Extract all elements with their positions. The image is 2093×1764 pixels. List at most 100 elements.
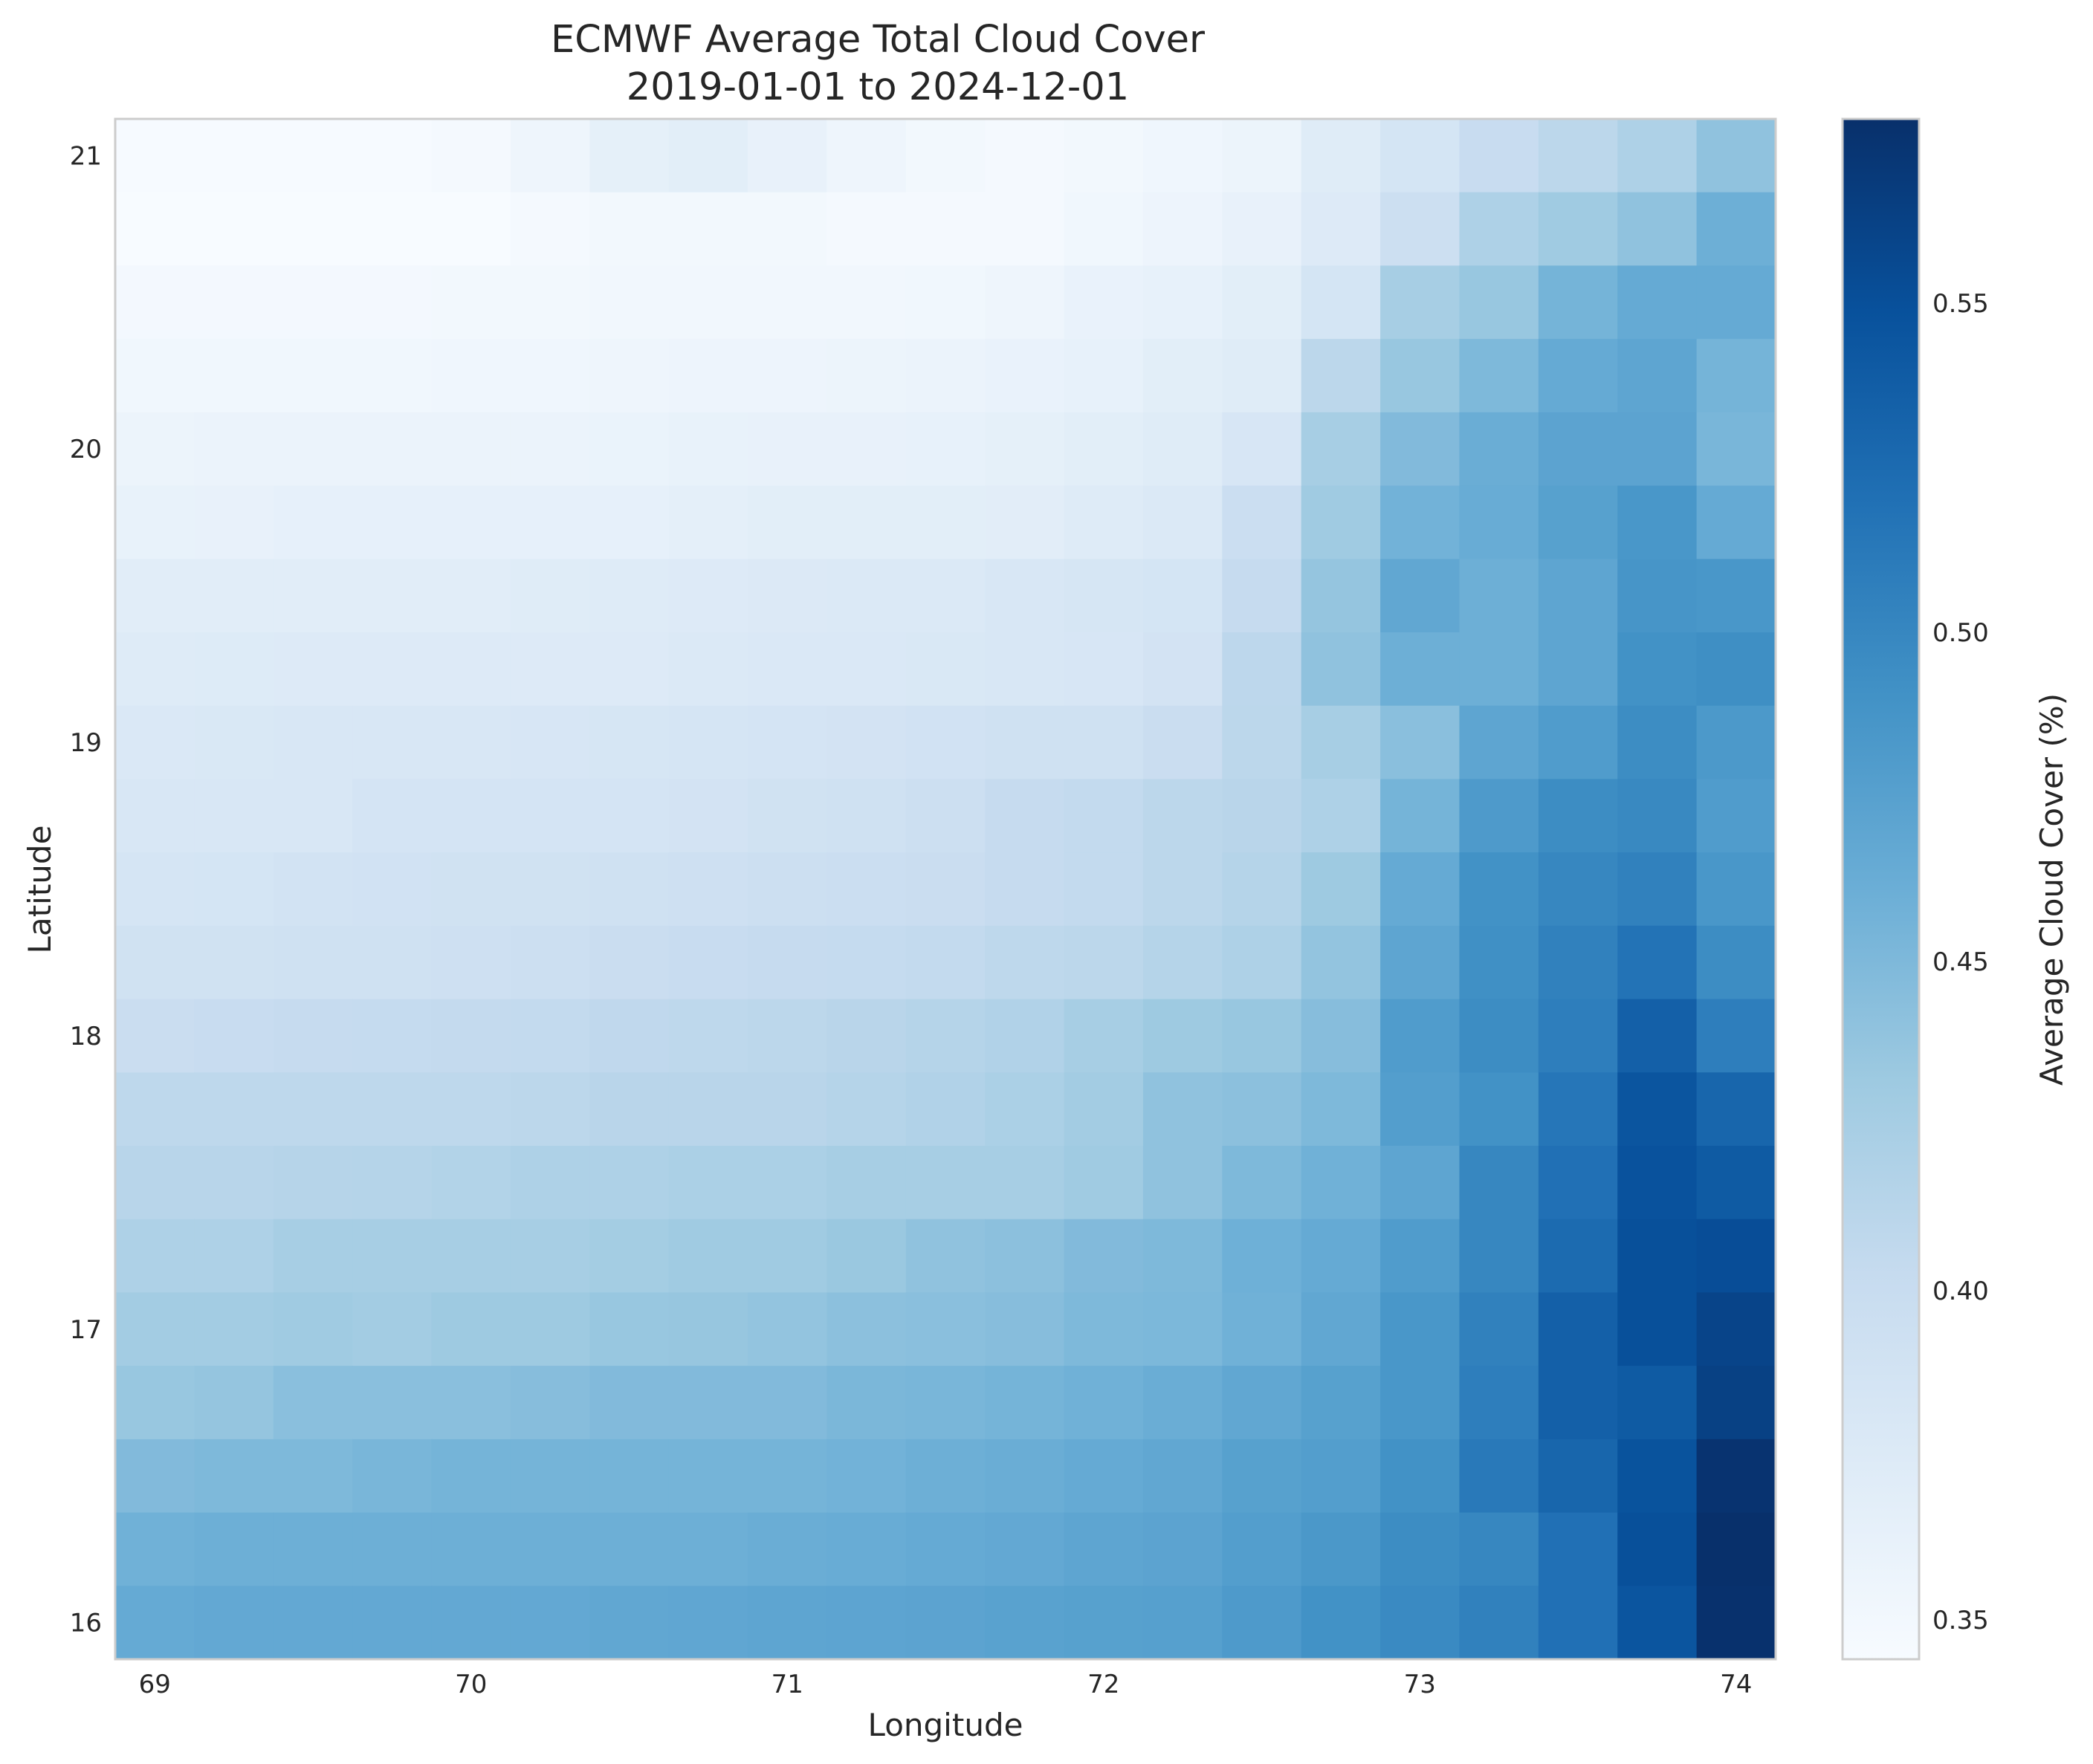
heatmap-cell [1538, 192, 1618, 267]
heatmap-cell [905, 999, 986, 1073]
heatmap-cell [1064, 779, 1144, 853]
heatmap-cell [510, 1219, 590, 1294]
heatmap-cell [748, 1439, 828, 1514]
heatmap-cell [1142, 559, 1223, 633]
heatmap-cell [668, 339, 748, 413]
heatmap-cell [985, 1072, 1065, 1147]
heatmap-cell [905, 339, 986, 413]
heatmap-cell [1617, 1439, 1698, 1514]
heatmap-cell [905, 1292, 986, 1366]
heatmap-cell [510, 1586, 590, 1660]
heatmap-cell [985, 1146, 1065, 1220]
heatmap-cell [1380, 485, 1460, 560]
heatmap-cell [1459, 1366, 1539, 1440]
heatmap-cell [1380, 559, 1460, 633]
chart-title: ECMWF Average Total Cloud Cover [551, 18, 1205, 62]
heatmap-cell [510, 1512, 590, 1586]
x-tick-label: 70 [455, 1670, 487, 1699]
heatmap-cell [985, 1439, 1065, 1514]
heatmap-cell [1538, 632, 1618, 707]
heatmap-cell [1538, 412, 1618, 487]
heatmap-cell [1459, 1586, 1539, 1660]
heatmap-cell [1064, 559, 1144, 633]
heatmap-cell [1617, 559, 1698, 633]
heatmap-cell [510, 1292, 590, 1366]
heatmap-cell [1617, 192, 1698, 267]
heatmap-cell [748, 1292, 828, 1366]
heatmap-cell [668, 192, 748, 267]
heatmap-cell [352, 1512, 433, 1586]
heatmap-cell [1538, 1439, 1618, 1514]
y-tick-label: 17 [70, 1315, 102, 1345]
heatmap-cell [1380, 779, 1460, 853]
heatmap-cell [1459, 1439, 1539, 1514]
heatmap-cell [589, 485, 670, 560]
heatmap-cell [1696, 265, 1776, 340]
heatmap-cell [115, 1366, 195, 1440]
heatmap-cell [273, 559, 353, 633]
heatmap-cell [1064, 1219, 1144, 1294]
heatmap-cell [1301, 119, 1381, 193]
heatmap-cell [1222, 412, 1302, 487]
heatmap-cell [748, 1512, 828, 1586]
heatmap-cell [1617, 1072, 1698, 1147]
heatmap-cell [1380, 119, 1460, 193]
heatmap-cell [826, 1292, 907, 1366]
heatmap-cell [668, 1439, 748, 1514]
chart-subtitle: 2019-01-01 to 2024-12-01 [627, 65, 1129, 109]
heatmap-cell [1142, 852, 1223, 927]
heatmap-cell [1617, 1586, 1698, 1660]
heatmap-cell [1538, 925, 1618, 1000]
heatmap-cell [985, 852, 1065, 927]
heatmap-cell [431, 1512, 511, 1586]
heatmap-cell [748, 852, 828, 927]
x-tick-label: 71 [771, 1670, 803, 1699]
heatmap-cell [1459, 119, 1539, 193]
heatmap-cell [748, 192, 828, 267]
heatmap-cell [1617, 925, 1698, 1000]
heatmap-cell [826, 1072, 907, 1147]
heatmap-cell [273, 412, 353, 487]
heatmap-cell [1380, 1439, 1460, 1514]
heatmap-cell [431, 1439, 511, 1514]
heatmap-cell [115, 1439, 195, 1514]
heatmap-cells [115, 119, 1776, 1660]
heatmap-cell [1459, 339, 1539, 413]
heatmap-cell [431, 265, 511, 340]
heatmap-cell [1696, 1366, 1776, 1440]
heatmap-cell [668, 1292, 748, 1366]
heatmap-cell [510, 779, 590, 853]
heatmap-cell [826, 1219, 907, 1294]
heatmap-cell [1301, 1292, 1381, 1366]
heatmap-cell [352, 999, 433, 1073]
heatmap-cell [273, 265, 353, 340]
heatmap-cell [194, 705, 274, 780]
heatmap-cell [1301, 339, 1381, 413]
heatmap-cell [115, 1292, 195, 1366]
heatmap-cell [668, 1146, 748, 1220]
heatmap-cell [826, 779, 907, 853]
heatmap-cell [1142, 999, 1223, 1073]
heatmap-cell [510, 705, 590, 780]
heatmap-cell [352, 192, 433, 267]
heatmap-cell [510, 1366, 590, 1440]
heatmap-cell [115, 265, 195, 340]
heatmap-cell [1301, 1366, 1381, 1440]
heatmap-cell [273, 1292, 353, 1366]
heatmap-cell [352, 559, 433, 633]
heatmap-cell [510, 999, 590, 1073]
heatmap-cell [1696, 1512, 1776, 1586]
heatmap-cell [1538, 265, 1618, 340]
heatmap-cell [1222, 925, 1302, 1000]
heatmap-cell [589, 1072, 670, 1147]
y-axis-ticks: 21 20 19 18 17 16 [70, 141, 102, 1638]
heatmap-cell [1617, 632, 1698, 707]
heatmap-cell [1459, 1512, 1539, 1586]
heatmap-cell [1301, 1072, 1381, 1147]
heatmap-cell [273, 1512, 353, 1586]
heatmap-cell [826, 339, 907, 413]
heatmap-cell [1459, 705, 1539, 780]
heatmap-cell [826, 192, 907, 267]
heatmap-cell [668, 1072, 748, 1147]
heatmap-cell [985, 339, 1065, 413]
